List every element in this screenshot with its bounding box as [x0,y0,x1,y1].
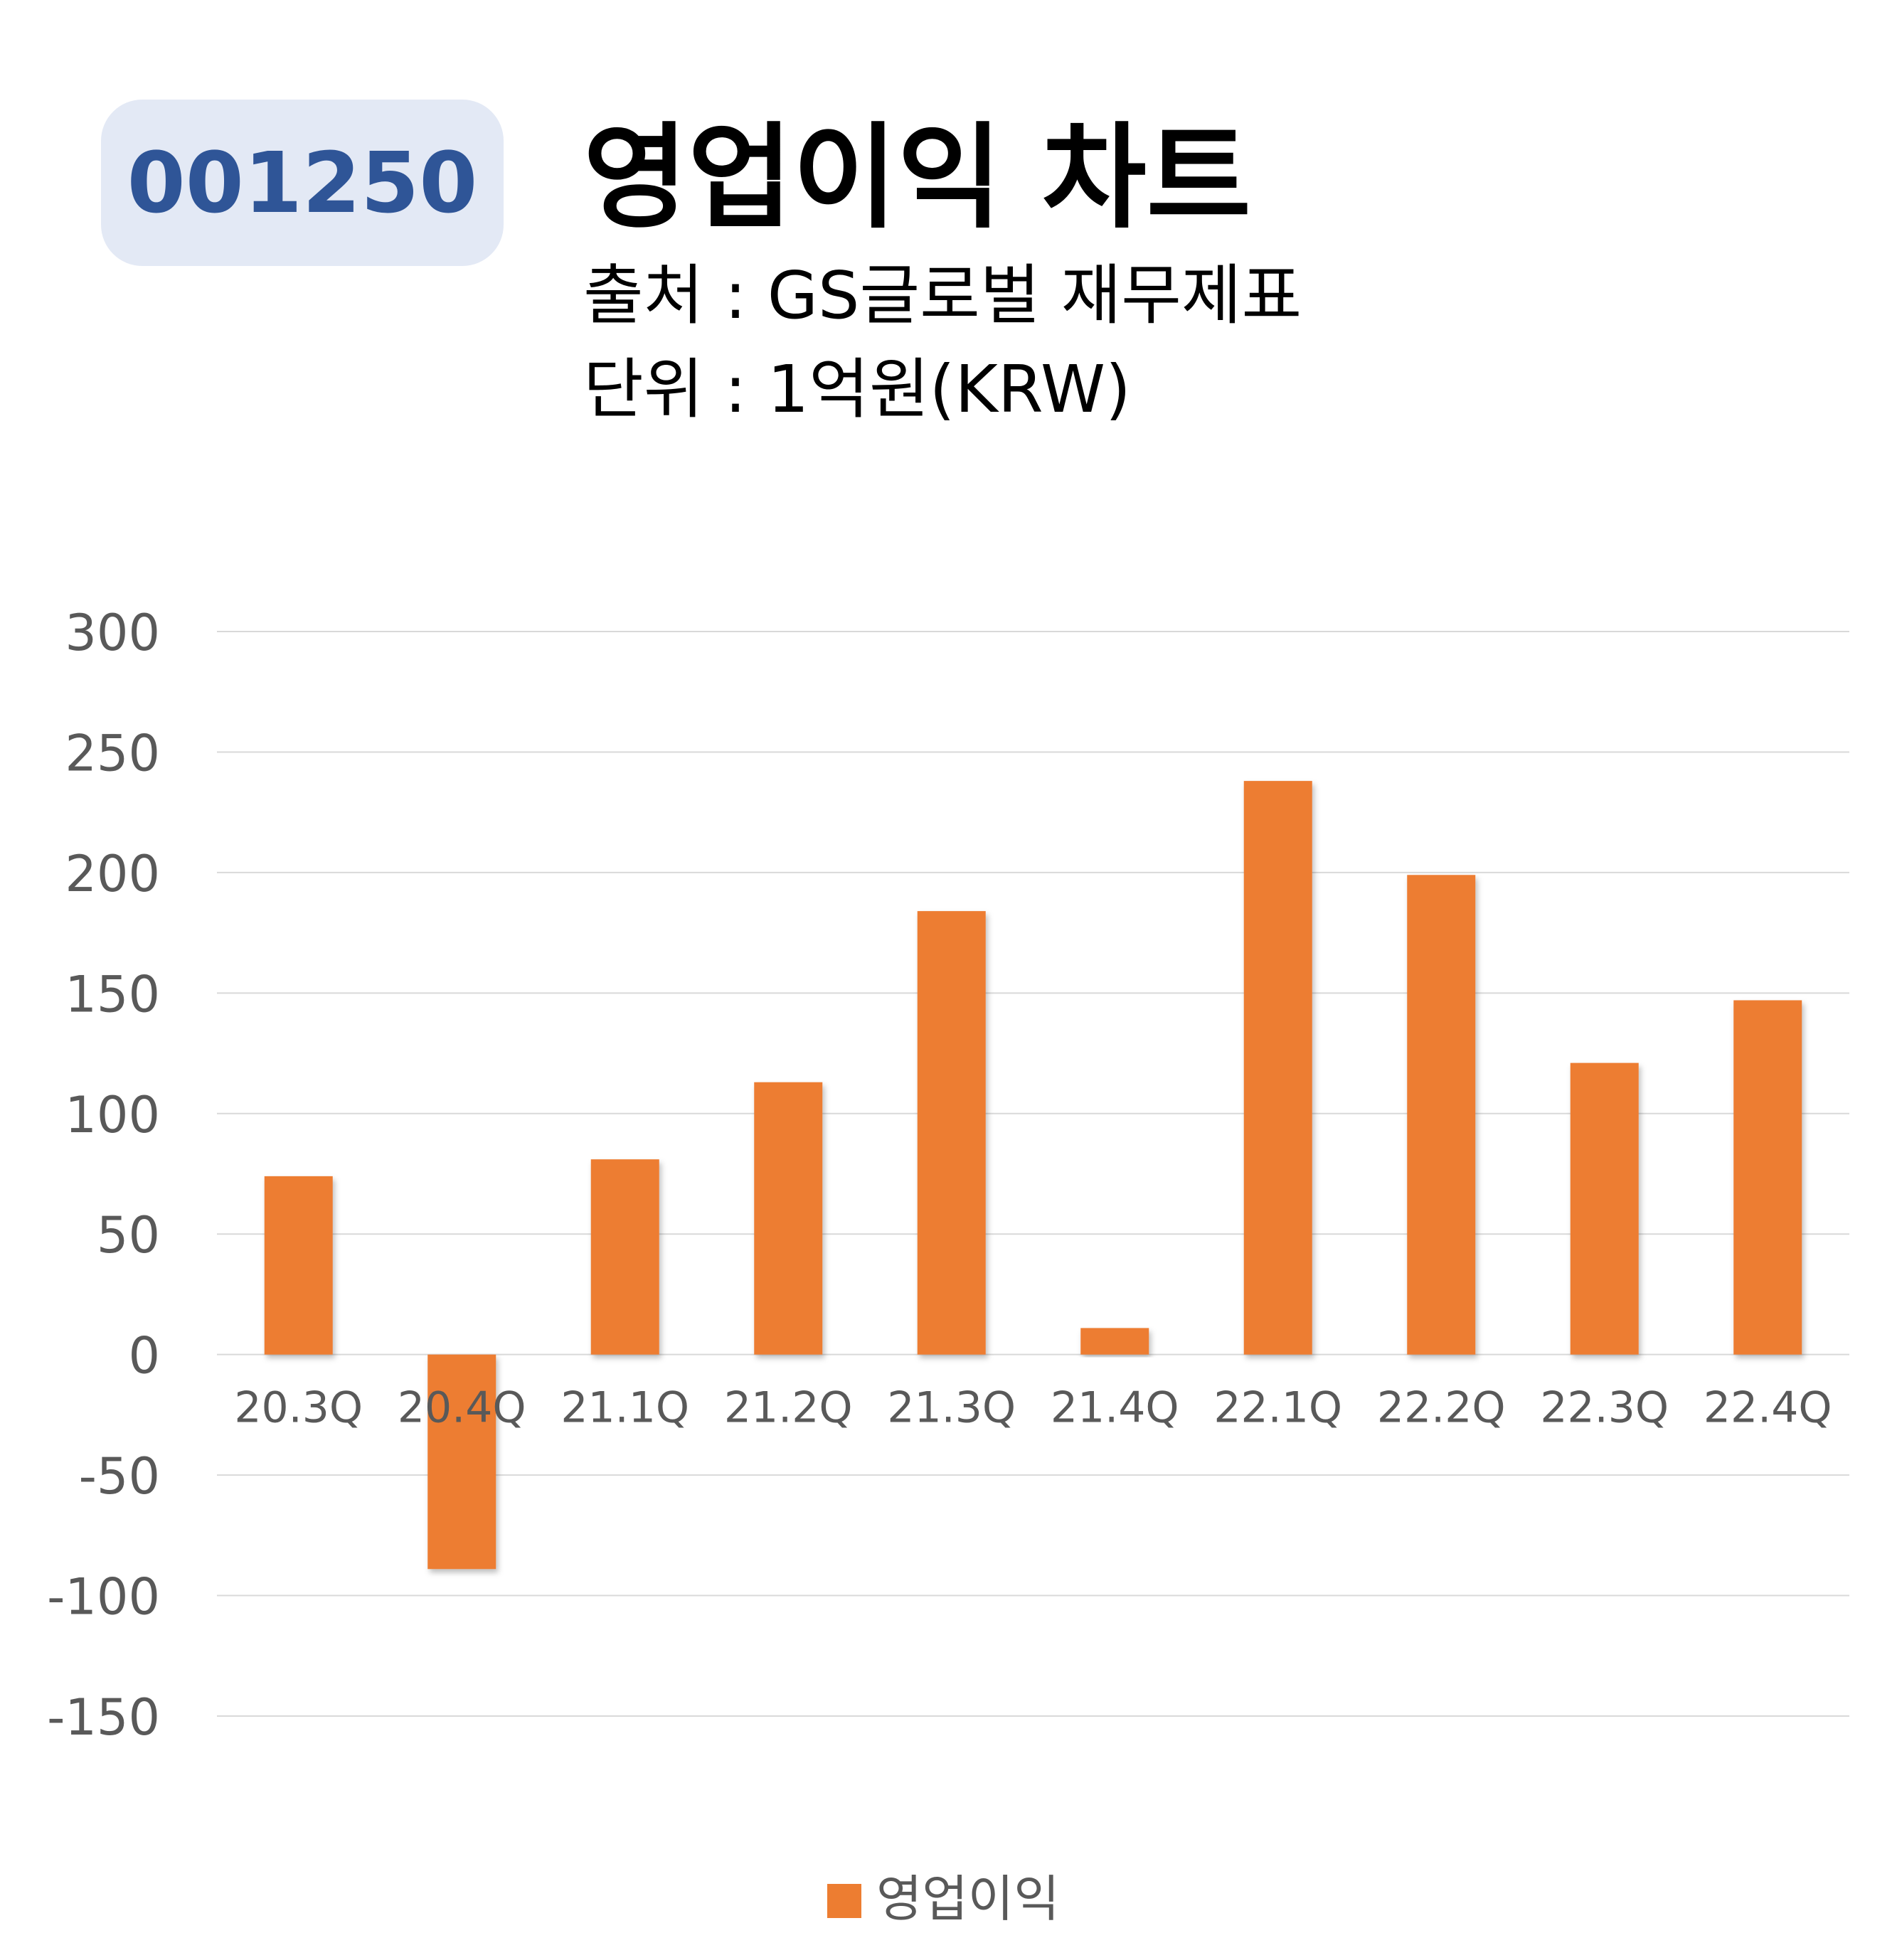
x-tick-label: 22.1Q [1213,1383,1342,1433]
y-tick-label: -150 [47,1688,160,1747]
y-tick-label: 300 [65,604,160,662]
y-tick-label: 100 [65,1086,160,1144]
x-tick-label: 20.4Q [398,1383,526,1433]
chart-header: 영업이익 차트 출처 : GS글로벌 재무제표 단위 : 1억원(KRW) [583,107,1302,437]
x-tick-label: 21.4Q [1051,1383,1179,1433]
x-tick-label: 22.3Q [1540,1383,1669,1433]
y-tick-label: -50 [79,1447,160,1506]
x-tick-label: 22.2Q [1377,1383,1506,1433]
y-axis-tick-labels: 300 250 200 150 100 50 0 -50 -100 -150 [47,604,160,1747]
x-tick-label: 21.1Q [560,1383,689,1433]
chart-title: 영업이익 차트 [583,111,1251,244]
legend-swatch [827,1884,861,1918]
bar-21.2Q [754,1082,823,1355]
x-tick-label: 21.3Q [887,1383,1016,1433]
y-tick-label: 50 [97,1206,160,1264]
y-tick-label: -100 [47,1568,160,1626]
stock-code-badge: 001250 [101,100,504,266]
bars [264,781,1802,1570]
x-axis-tick-labels: 20.3Q 20.4Q 21.1Q 21.2Q 21.3Q 21.4Q 22.1Q 22.2Q… [234,1383,1832,1433]
y-tick-label: 200 [65,845,160,903]
bar-21.3Q [917,911,986,1355]
y-tick-label: 250 [65,724,160,782]
y-tick-label: 0 [128,1327,160,1385]
x-tick-label: 21.2Q [724,1383,853,1433]
bar-22.2Q [1407,875,1476,1355]
bar-21.1Q [590,1159,659,1355]
x-tick-label: 20.3Q [234,1383,363,1433]
bar-20.3Q [264,1176,333,1355]
y-tick-label: 150 [65,965,160,1023]
bar-21.4Q [1080,1328,1149,1355]
bar-22.4Q [1733,1000,1802,1355]
bar-22.1Q [1243,781,1312,1355]
x-tick-label: 22.4Q [1704,1383,1832,1433]
unit-line: 단위 : 1억원(KRW) [583,351,1131,427]
source-line: 출처 : GS글로벌 재무제표 [583,257,1302,334]
bar-20.4Q [427,1354,496,1570]
bar-22.3Q [1570,1062,1639,1355]
legend-label: 영업이익 [876,1870,1060,1928]
legend: 영업이익 [827,1870,1060,1928]
